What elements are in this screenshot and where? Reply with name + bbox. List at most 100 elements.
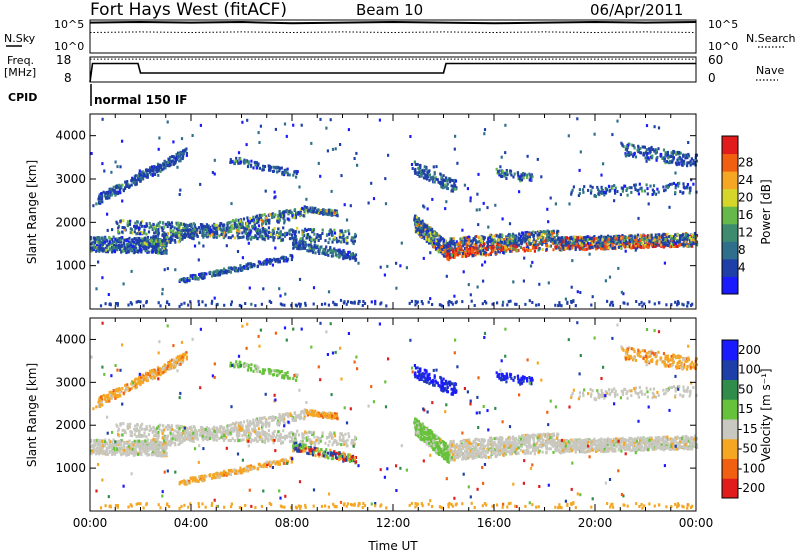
power-point	[496, 301, 499, 305]
power-point	[504, 123, 507, 127]
power-point	[232, 219, 235, 223]
power-point	[267, 236, 270, 240]
power-point	[256, 265, 259, 269]
power-point	[578, 168, 581, 172]
power-point	[525, 233, 528, 237]
power-point	[157, 231, 160, 235]
power-point	[261, 234, 264, 238]
power-point	[332, 249, 335, 253]
power-point	[204, 227, 207, 231]
power-point	[291, 233, 294, 237]
power-point	[316, 233, 319, 237]
power-point	[163, 225, 166, 229]
power-point	[678, 181, 681, 185]
power-point	[462, 270, 465, 274]
power-point	[430, 237, 433, 241]
power-point	[523, 249, 526, 253]
power-point	[238, 236, 241, 239]
power-point	[164, 163, 167, 167]
power-point	[639, 187, 642, 191]
power-point	[146, 168, 149, 172]
power-point	[593, 235, 596, 238]
power-point	[239, 222, 242, 226]
power-point	[611, 237, 614, 241]
power-point	[301, 231, 304, 235]
power-point	[186, 277, 189, 281]
power-point	[491, 302, 494, 306]
power-point	[232, 227, 235, 230]
power-point	[604, 241, 607, 245]
power-point	[229, 228, 232, 232]
power-point	[596, 245, 599, 249]
power-point	[175, 227, 178, 231]
power-point	[471, 241, 474, 245]
power-point	[268, 167, 271, 171]
power-point	[308, 238, 311, 242]
power-point	[244, 231, 247, 235]
power-point	[417, 171, 420, 175]
nave-tick-low: 0	[708, 71, 716, 85]
power-point	[590, 303, 593, 307]
power-point	[277, 214, 280, 217]
power-point	[291, 215, 294, 219]
power-point	[242, 217, 246, 221]
power-point	[156, 235, 159, 239]
power-point	[451, 248, 454, 252]
power-point	[450, 184, 453, 188]
power-point	[526, 245, 529, 249]
power-point	[256, 237, 259, 241]
power-point	[661, 242, 664, 246]
power-point	[288, 210, 291, 213]
power-colorbar-segment	[722, 241, 738, 260]
power-point	[510, 239, 513, 243]
power-point	[548, 230, 551, 234]
power-point	[688, 244, 691, 248]
power-point	[141, 240, 144, 244]
power-point	[168, 303, 171, 306]
power-point	[210, 301, 213, 305]
power-point	[518, 190, 521, 194]
power-point	[379, 265, 382, 269]
power-point	[295, 172, 298, 175]
power-point	[620, 141, 623, 145]
power-point	[613, 189, 616, 192]
power-point	[362, 300, 365, 303]
power-colorbar-segment	[722, 153, 738, 172]
power-point	[518, 175, 521, 179]
power-point	[650, 243, 653, 247]
power-point	[515, 302, 518, 306]
power-point	[461, 228, 464, 232]
power-point	[665, 160, 668, 164]
power-point	[208, 227, 211, 231]
power-point	[501, 303, 504, 307]
power-point	[150, 169, 153, 173]
power-point	[416, 162, 419, 166]
power-point	[322, 251, 325, 255]
power-point	[176, 151, 180, 155]
power-point	[302, 240, 305, 244]
power-point	[226, 227, 229, 231]
power-point	[246, 219, 250, 223]
power-point	[461, 252, 464, 255]
power-point	[546, 239, 549, 242]
power-point	[520, 173, 523, 177]
power-point	[114, 193, 117, 197]
power-point	[181, 235, 184, 238]
power-point	[423, 165, 426, 169]
power-point	[675, 244, 679, 248]
power-point	[90, 152, 93, 155]
power-point	[324, 239, 327, 243]
power-point	[575, 235, 578, 239]
power-point	[574, 248, 577, 252]
power-point	[116, 165, 119, 169]
power-point	[162, 251, 165, 255]
power-point	[135, 232, 138, 236]
power-point	[121, 139, 124, 143]
power-point	[352, 242, 355, 246]
power-point	[308, 243, 311, 247]
power-point	[269, 260, 273, 264]
power-point	[593, 193, 597, 197]
power-point	[627, 151, 630, 154]
nsearch-tick-low: 10^0	[708, 40, 738, 53]
power-point	[270, 301, 273, 304]
